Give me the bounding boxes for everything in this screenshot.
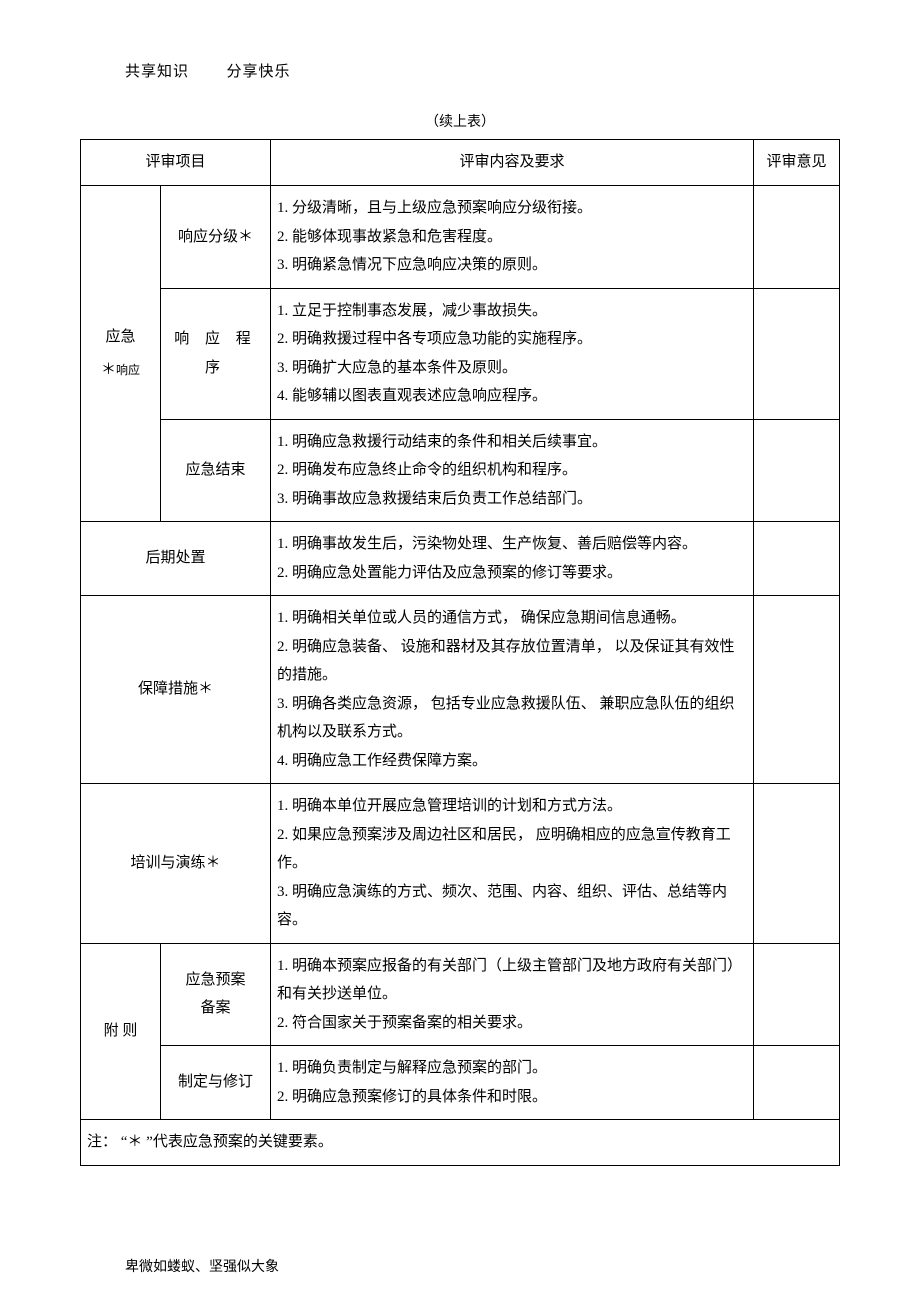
- group-label-appendix: 附 则: [81, 943, 161, 1120]
- merged-name: 保障措施＊: [81, 596, 271, 784]
- table-row: 制定与修订 1. 明确负责制定与解释应急预案的部门。 2. 明确应急预案修订的具…: [81, 1046, 840, 1120]
- opinion-cell: [754, 784, 840, 944]
- content-item: 3. 明确各类应急资源， 包括专业应急救援队伍、 兼职应急队伍的组织机构以及联系…: [277, 690, 747, 747]
- header-left: 共享知识: [125, 64, 189, 80]
- head-project: 评审项目: [81, 140, 271, 186]
- content-item: 1. 明确负责制定与解释应急预案的部门。: [277, 1054, 747, 1083]
- table-row: 后期处置 1. 明确事故发生后，污染物处理、生产恢复、善后赔偿等内容。 2. 明…: [81, 522, 840, 596]
- group-label-line1: 应急: [105, 323, 135, 352]
- opinion-cell: [754, 943, 840, 1046]
- content-item: 3. 明确扩大应急的基本条件及原则。: [277, 354, 747, 383]
- sub-name-line1: 应急预案: [186, 972, 246, 988]
- opinion-cell: [754, 186, 840, 289]
- head-content: 评审内容及要求: [271, 140, 754, 186]
- sub-name: 应急预案 备案: [161, 943, 271, 1046]
- content-item: 3. 明确应急演练的方式、频次、范围、内容、组织、评估、总结等内容。: [277, 878, 747, 935]
- table-row: 培训与演练＊ 1. 明确本单位开展应急管理培训的计划和方式方法。 2. 如果应急…: [81, 784, 840, 944]
- table-row: 保障措施＊ 1. 明确相关单位或人员的通信方式， 确保应急期间信息通畅。 2. …: [81, 596, 840, 784]
- table-row: 附 则 应急预案 备案 1. 明确本预案应报备的有关部门（上级主管部门及地方政府…: [81, 943, 840, 1046]
- sub-name: 应急结束: [161, 419, 271, 522]
- table-row: 应急 ＊响应 响应分级＊ 1. 分级清晰，且与上级应急预案响应分级衔接。 2. …: [81, 186, 840, 289]
- content-cell: 1. 明确事故发生后，污染物处理、生产恢复、善后赔偿等内容。 2. 明确应急处置…: [271, 522, 754, 596]
- table-body: 应急 ＊响应 响应分级＊ 1. 分级清晰，且与上级应急预案响应分级衔接。 2. …: [81, 186, 840, 1166]
- content-cell: 1. 明确相关单位或人员的通信方式， 确保应急期间信息通畅。 2. 明确应急装备…: [271, 596, 754, 784]
- merged-name: 后期处置: [81, 522, 271, 596]
- content-cell: 1. 分级清晰，且与上级应急预案响应分级衔接。 2. 能够体现事故紧急和危害程度…: [271, 186, 754, 289]
- content-item: 2. 明确救援过程中各专项应急功能的实施程序。: [277, 325, 747, 354]
- sub-name: 制定与修订: [161, 1046, 271, 1120]
- content-cell: 1. 明确应急救援行动结束的条件和相关后续事宜。 2. 明确发布应急终止命令的组…: [271, 419, 754, 522]
- group-label-small: 响应: [116, 363, 140, 377]
- note-row: 注： “＊ ”代表应急预案的关键要素。: [81, 1120, 840, 1166]
- content-item: 3. 明确紧急情况下应急响应决策的原则。: [277, 251, 747, 280]
- content-item: 1. 分级清晰，且与上级应急预案响应分级衔接。: [277, 194, 747, 223]
- content-item: 1. 明确本单位开展应急管理培训的计划和方式方法。: [277, 792, 747, 821]
- content-item: 1. 明确事故发生后，污染物处理、生产恢复、善后赔偿等内容。: [277, 530, 747, 559]
- table-row: 应急结束 1. 明确应急救援行动结束的条件和相关后续事宜。 2. 明确发布应急终…: [81, 419, 840, 522]
- content-item: 1. 立足于控制事态发展，减少事故损失。: [277, 297, 747, 326]
- continue-label: （续上表）: [80, 111, 840, 131]
- opinion-cell: [754, 419, 840, 522]
- sub-name: 响应分级＊: [161, 186, 271, 289]
- merged-name: 培训与演练＊: [81, 784, 271, 944]
- content-item: 1. 明确相关单位或人员的通信方式， 确保应急期间信息通畅。: [277, 604, 747, 633]
- content-item: 3. 明确事故应急救援结束后负责工作总结部门。: [277, 485, 747, 514]
- page-footer: 卑微如蝼蚁、坚强似大象: [125, 1256, 840, 1276]
- content-item: 2. 明确发布应急终止命令的组织机构和程序。: [277, 456, 747, 485]
- content-cell: 1. 明确本单位开展应急管理培训的计划和方式方法。 2. 如果应急预案涉及周边社…: [271, 784, 754, 944]
- content-item: 2. 明确应急装备、 设施和器材及其存放位置清单， 以及保证其有效性的措施。: [277, 633, 747, 690]
- content-cell: 1. 明确本预案应报备的有关部门（上级主管部门及地方政府有关部门）和有关抄送单位…: [271, 943, 754, 1046]
- group-label-plain: 附 则: [104, 1017, 138, 1046]
- opinion-cell: [754, 596, 840, 784]
- header-right: 分享快乐: [227, 64, 291, 80]
- note-cell: 注： “＊ ”代表应急预案的关键要素。: [81, 1120, 840, 1166]
- table-row: 响 应 程 序 1. 立足于控制事态发展，减少事故损失。 2. 明确救援过程中各…: [81, 288, 840, 419]
- content-item: 2. 如果应急预案涉及周边社区和居民， 应明确相应的应急宣传教育工作。: [277, 821, 747, 878]
- document-page: 共享知识 分享快乐 （续上表） 评审项目 评审内容及要求 评审意见 应急: [0, 0, 920, 1316]
- group-label-emergency-response: 应急 ＊响应: [81, 186, 161, 522]
- table-head-row: 评审项目 评审内容及要求 评审意见: [81, 140, 840, 186]
- content-item: 2. 能够体现事故紧急和危害程度。: [277, 223, 747, 252]
- content-cell: 1. 明确负责制定与解释应急预案的部门。 2. 明确应急预案修订的具体条件和时限…: [271, 1046, 754, 1120]
- review-table: 评审项目 评审内容及要求 评审意见 应急 ＊响应 响应分级＊ 1.: [80, 139, 840, 1166]
- content-item: 2. 符合国家关于预案备案的相关要求。: [277, 1009, 747, 1038]
- content-item: 1. 明确本预案应报备的有关部门（上级主管部门及地方政府有关部门）和有关抄送单位…: [277, 952, 747, 1009]
- content-cell: 1. 立足于控制事态发展，减少事故损失。 2. 明确救援过程中各专项应急功能的实…: [271, 288, 754, 419]
- group-label-star: ＊: [101, 362, 116, 378]
- sub-name: 响 应 程 序: [161, 288, 271, 419]
- opinion-cell: [754, 288, 840, 419]
- sub-name-spaced: 响 应 程 序: [174, 331, 257, 376]
- content-item: 2. 明确应急预案修订的具体条件和时限。: [277, 1083, 747, 1112]
- sub-name-line2: 备案: [201, 1000, 231, 1016]
- content-item: 1. 明确应急救援行动结束的条件和相关后续事宜。: [277, 428, 747, 457]
- content-item: 2. 明确应急处置能力评估及应急预案的修订等要求。: [277, 559, 747, 588]
- page-header: 共享知识 分享快乐: [125, 60, 840, 81]
- head-opinion: 评审意见: [754, 140, 840, 186]
- content-item: 4. 能够辅以图表直观表述应急响应程序。: [277, 382, 747, 411]
- opinion-cell: [754, 1046, 840, 1120]
- opinion-cell: [754, 522, 840, 596]
- content-item: 4. 明确应急工作经费保障方案。: [277, 747, 747, 776]
